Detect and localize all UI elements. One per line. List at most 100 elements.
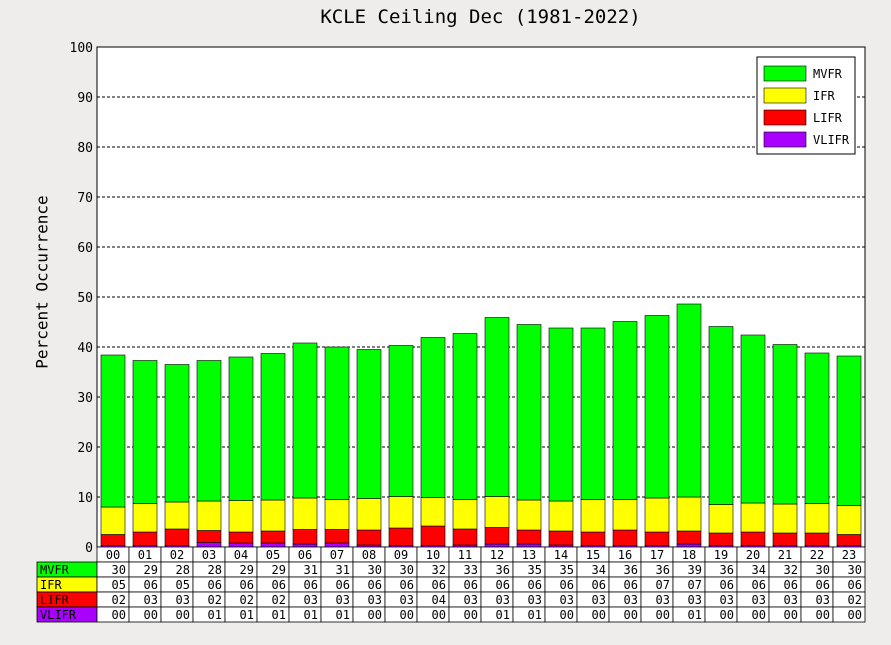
data-label: 05	[176, 578, 190, 592]
data-label: 03	[560, 593, 574, 607]
data-label: 00	[112, 608, 126, 622]
x-tick-label: 03	[202, 548, 216, 562]
x-tick-label: 00	[106, 548, 120, 562]
data-label: 31	[336, 563, 350, 577]
bar-mvfr-16	[612, 321, 638, 500]
legend-label-lifr: LIFR	[813, 111, 843, 125]
bar-lifr-22	[804, 532, 830, 546]
data-label: 01	[208, 608, 222, 622]
data-label: 06	[336, 578, 350, 592]
data-label: 32	[784, 563, 798, 577]
bar-mvfr-12	[484, 317, 510, 497]
data-label: 06	[240, 578, 254, 592]
data-label: 00	[816, 608, 830, 622]
bar-ifr-19	[708, 504, 734, 534]
bar-lifr-20	[740, 531, 766, 546]
data-label: 03	[304, 593, 318, 607]
data-label: 36	[720, 563, 734, 577]
x-tick-label: 10	[426, 548, 440, 562]
y-tick-label: 100	[70, 41, 93, 56]
data-label: 30	[816, 563, 830, 577]
data-label: 31	[304, 563, 318, 577]
bar-vlifr-06	[292, 543, 318, 548]
legend-label-vlifr: VLIFR	[813, 133, 850, 147]
data-label: 03	[464, 593, 478, 607]
bar-mvfr-19	[708, 326, 734, 505]
data-label: 00	[144, 608, 158, 622]
bar-ifr-00	[100, 506, 126, 535]
x-tick-label: 01	[138, 548, 152, 562]
data-label: 00	[592, 608, 606, 622]
table-row-label: VLIFR	[40, 608, 77, 622]
data-label: 00	[464, 608, 478, 622]
bar-ifr-06	[292, 497, 318, 530]
table-row-label: IFR	[40, 578, 62, 592]
bar-vlifr-03	[196, 542, 222, 548]
bar-ifr-15	[580, 499, 606, 533]
data-label: 00	[432, 608, 446, 622]
bar-lifr-03	[196, 530, 222, 543]
bar-lifr-18	[676, 530, 702, 545]
bar-ifr-22	[804, 503, 830, 534]
bar-mvfr-17	[644, 315, 670, 499]
x-tick-label: 09	[394, 548, 408, 562]
data-label: 02	[848, 593, 862, 607]
bar-mvfr-11	[452, 333, 478, 500]
data-label: 01	[304, 608, 318, 622]
data-label: 03	[528, 593, 542, 607]
data-label: 01	[496, 608, 510, 622]
data-label: 30	[368, 563, 382, 577]
bar-vlifr-05	[260, 542, 286, 548]
bar-ifr-14	[548, 500, 574, 532]
bar-lifr-02	[164, 528, 190, 546]
data-label: 28	[176, 563, 190, 577]
data-label: 00	[560, 608, 574, 622]
bar-lifr-01	[132, 531, 158, 546]
data-label: 06	[784, 578, 798, 592]
data-label: 03	[336, 593, 350, 607]
x-tick-label: 12	[490, 548, 504, 562]
bar-ifr-08	[356, 498, 382, 531]
x-tick-label: 14	[554, 548, 568, 562]
data-label: 06	[432, 578, 446, 592]
data-label: 03	[624, 593, 638, 607]
bar-ifr-23	[836, 505, 862, 535]
bar-mvfr-03	[196, 360, 222, 502]
data-label: 03	[720, 593, 734, 607]
data-label: 01	[688, 608, 702, 622]
data-label: 30	[400, 563, 414, 577]
y-axis-ticks: 0 10 20 30 40 50 60 70 80 90 100	[70, 41, 93, 556]
data-label: 29	[272, 563, 286, 577]
bar-mvfr-23	[836, 355, 862, 506]
data-label: 39	[688, 563, 702, 577]
x-tick-label: 16	[618, 548, 632, 562]
data-label: 06	[624, 578, 638, 592]
data-label: 29	[240, 563, 254, 577]
x-tick-label: 23	[842, 548, 856, 562]
bar-ifr-20	[740, 502, 766, 533]
x-tick-label: 06	[298, 548, 312, 562]
bar-mvfr-21	[772, 344, 798, 505]
data-label: 03	[656, 593, 670, 607]
data-label: 01	[336, 608, 350, 622]
bar-lifr-15	[580, 531, 606, 546]
x-tick-label: 04	[234, 548, 248, 562]
data-label: 06	[272, 578, 286, 592]
bar-mvfr-05	[260, 353, 286, 501]
data-label: 06	[144, 578, 158, 592]
gridlines	[97, 96, 865, 498]
bar-vlifr-18	[676, 543, 702, 548]
data-label: 06	[400, 578, 414, 592]
bar-mvfr-08	[356, 349, 382, 499]
data-label: 06	[496, 578, 510, 592]
data-label: 36	[496, 563, 510, 577]
bar-mvfr-13	[516, 324, 542, 501]
data-label: 06	[368, 578, 382, 592]
data-label: 06	[816, 578, 830, 592]
data-label: 30	[112, 563, 126, 577]
x-tick-label: 21	[778, 548, 792, 562]
x-tick-label: 08	[362, 548, 376, 562]
bar-lifr-13	[516, 529, 542, 545]
data-label: 33	[464, 563, 478, 577]
